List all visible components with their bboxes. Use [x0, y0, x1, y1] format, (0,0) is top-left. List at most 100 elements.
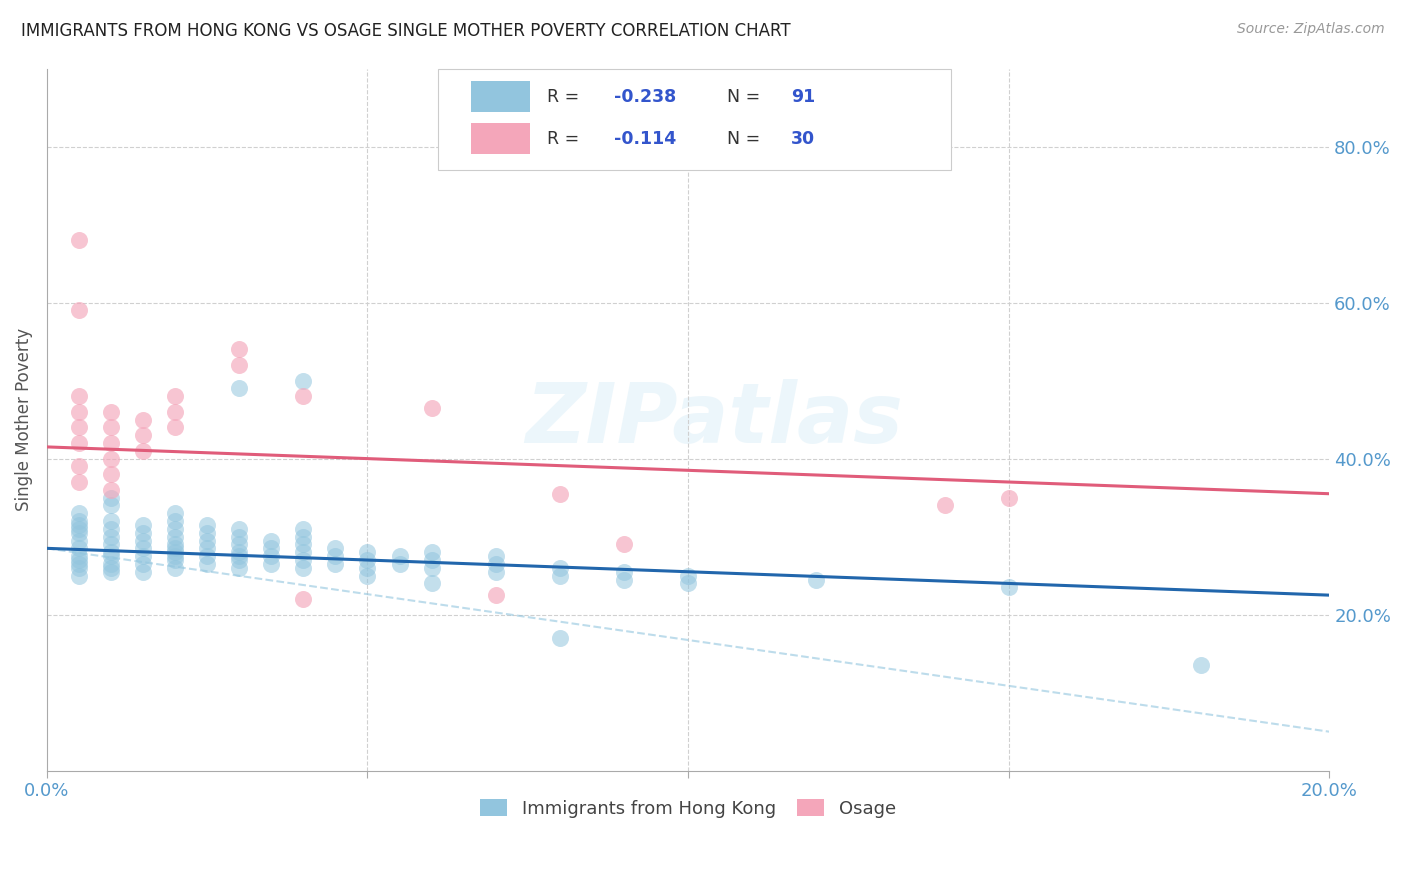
Text: Source: ZipAtlas.com: Source: ZipAtlas.com — [1237, 22, 1385, 37]
Point — [67, 557, 90, 571]
Point — [132, 428, 155, 442]
Point — [228, 343, 250, 357]
Point — [195, 517, 218, 532]
Point — [420, 545, 443, 559]
Point — [356, 568, 378, 582]
Point — [228, 530, 250, 544]
Point — [132, 412, 155, 426]
Point — [67, 420, 90, 434]
Point — [676, 568, 699, 582]
Point — [228, 545, 250, 559]
Text: -0.238: -0.238 — [613, 87, 676, 105]
Point — [165, 514, 187, 528]
Point — [485, 588, 508, 602]
Point — [67, 553, 90, 567]
Point — [292, 561, 315, 575]
Point — [1189, 658, 1212, 673]
Point — [292, 522, 315, 536]
Point — [100, 545, 122, 559]
Point — [548, 561, 571, 575]
Point — [67, 389, 90, 403]
Point — [292, 537, 315, 551]
Point — [997, 580, 1019, 594]
Point — [100, 522, 122, 536]
Text: R =: R = — [547, 87, 585, 105]
Point — [67, 522, 90, 536]
Point — [67, 525, 90, 540]
Text: R =: R = — [547, 129, 585, 148]
Point — [292, 389, 315, 403]
Point — [548, 568, 571, 582]
Point — [165, 549, 187, 563]
Point — [132, 443, 155, 458]
Point — [165, 541, 187, 556]
Point — [420, 553, 443, 567]
Point — [356, 561, 378, 575]
Point — [228, 381, 250, 395]
Point — [165, 553, 187, 567]
Point — [195, 557, 218, 571]
Point — [67, 517, 90, 532]
Point — [100, 557, 122, 571]
Point — [165, 530, 187, 544]
Point — [806, 573, 828, 587]
Point — [132, 525, 155, 540]
Point — [165, 522, 187, 536]
Point — [228, 549, 250, 563]
Point — [228, 358, 250, 372]
Point — [67, 561, 90, 575]
Point — [100, 467, 122, 482]
Y-axis label: Single Mother Poverty: Single Mother Poverty — [15, 328, 32, 511]
Point — [165, 389, 187, 403]
Point — [165, 405, 187, 419]
Point — [67, 506, 90, 520]
Point — [485, 557, 508, 571]
FancyBboxPatch shape — [471, 123, 530, 154]
Point — [676, 576, 699, 591]
Point — [100, 491, 122, 505]
Text: -0.114: -0.114 — [613, 129, 676, 148]
Point — [132, 533, 155, 548]
Point — [100, 420, 122, 434]
Point — [228, 561, 250, 575]
Point — [228, 553, 250, 567]
Point — [100, 537, 122, 551]
Point — [228, 537, 250, 551]
Point — [67, 514, 90, 528]
Point — [325, 557, 347, 571]
Point — [292, 592, 315, 607]
Point — [228, 522, 250, 536]
Point — [100, 436, 122, 450]
Point — [100, 565, 122, 579]
FancyBboxPatch shape — [439, 69, 950, 170]
Text: 91: 91 — [790, 87, 815, 105]
Point — [292, 545, 315, 559]
Point — [485, 549, 508, 563]
Text: N =: N = — [727, 129, 765, 148]
Point — [100, 451, 122, 466]
Point — [420, 561, 443, 575]
Point — [356, 553, 378, 567]
Point — [388, 557, 411, 571]
Point — [100, 483, 122, 497]
Point — [100, 405, 122, 419]
Point — [260, 541, 283, 556]
Point — [165, 561, 187, 575]
Point — [67, 568, 90, 582]
Point — [195, 541, 218, 556]
Point — [388, 549, 411, 563]
Point — [132, 565, 155, 579]
Point — [100, 561, 122, 575]
Point — [132, 541, 155, 556]
Point — [260, 557, 283, 571]
Point — [325, 541, 347, 556]
Point — [548, 487, 571, 501]
Text: ZIPatlas: ZIPatlas — [524, 379, 903, 460]
Point — [165, 545, 187, 559]
Point — [613, 537, 636, 551]
Point — [934, 499, 956, 513]
Text: IMMIGRANTS FROM HONG KONG VS OSAGE SINGLE MOTHER POVERTY CORRELATION CHART: IMMIGRANTS FROM HONG KONG VS OSAGE SINGL… — [21, 22, 790, 40]
Point — [132, 557, 155, 571]
Point — [100, 499, 122, 513]
Point — [613, 565, 636, 579]
